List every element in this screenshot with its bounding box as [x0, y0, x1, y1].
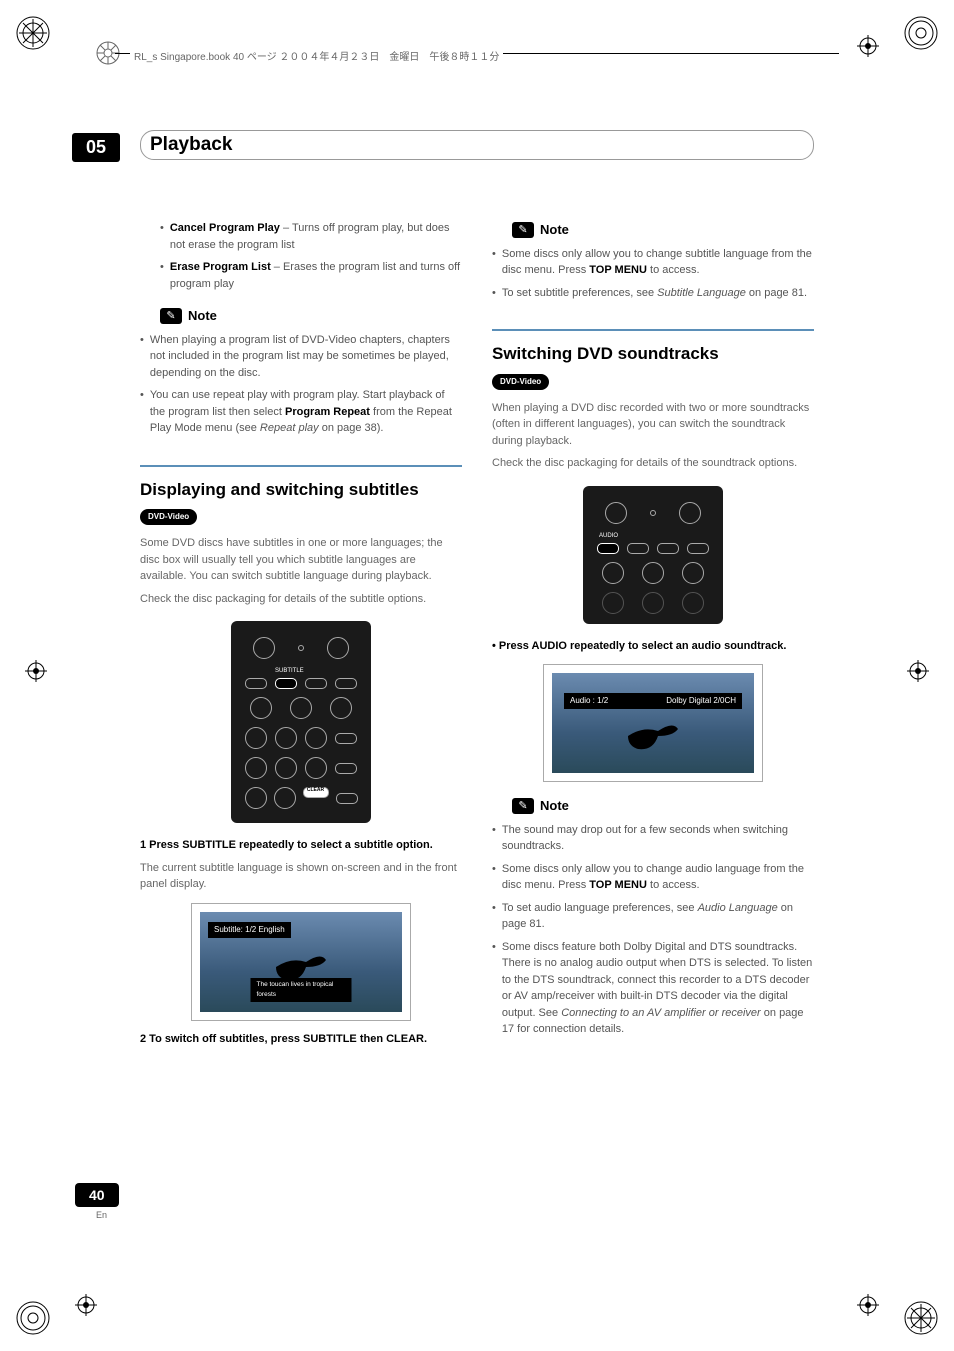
bullet-item: •Some discs only allow you to change aud…	[492, 861, 814, 894]
rosette-icon	[15, 1300, 51, 1336]
body-text: Check the disc packaging for details of …	[140, 591, 462, 608]
tv-band-audio: Audio : 1/2 Dolby Digital 2/0CH	[564, 693, 742, 709]
section-title-subtitles: Displaying and switching subtitles	[140, 477, 462, 503]
toucan-icon	[623, 721, 683, 761]
pencil-icon: ✎	[160, 308, 182, 324]
rosette-icon	[903, 15, 939, 51]
bullet-item: •You can use repeat play with program pl…	[140, 387, 462, 437]
tv-band-bottom: The toucan lives in tropical forests	[251, 978, 352, 1002]
tv-audio-right: Dolby Digital 2/0CH	[666, 695, 736, 707]
pencil-icon: ✎	[512, 798, 534, 814]
bullet-item: •Some discs only allow you to change sub…	[492, 246, 814, 279]
bullet-item: •The sound may drop out for a few second…	[492, 822, 814, 855]
page-title: Playback	[150, 134, 232, 156]
bullet-item: •To set audio language preferences, see …	[492, 900, 814, 933]
remote-subtitle-label: SUBTITLE	[275, 667, 361, 676]
register-icon	[907, 660, 929, 682]
tv-audio-left: Audio : 1/2	[570, 695, 608, 707]
bullet-item: •Erase Program List – Erases the program…	[160, 259, 462, 292]
remote-audio-label: AUDIO	[599, 532, 713, 541]
rosette-icon	[903, 1300, 939, 1336]
step-heading: 1 Press SUBTITLE repeatedly to select a …	[140, 837, 462, 854]
body-text: The current subtitle language is shown o…	[140, 860, 462, 893]
note-label: Note	[188, 306, 217, 326]
chapter-badge: 05	[72, 133, 120, 162]
rosette-icon	[15, 15, 51, 51]
tv-band-top: Subtitle: 1/2 English	[208, 922, 291, 938]
remote-clear-label: CLEAR	[303, 787, 329, 795]
register-icon	[75, 1294, 97, 1316]
bullet-item: •Some discs feature both Dolby Digital a…	[492, 939, 814, 1038]
bullet-item: •When playing a program list of DVD-Vide…	[140, 332, 462, 382]
register-icon	[857, 35, 879, 57]
register-icon	[25, 660, 47, 682]
page-number-badge: 40	[75, 1183, 119, 1207]
right-column: ✎ Note •Some discs only allow you to cha…	[492, 220, 814, 1053]
body-text: Check the disc packaging for details of …	[492, 455, 814, 472]
step-heading: 2 To switch off subtitles, press SUBTITL…	[140, 1031, 462, 1048]
tv-preview: Audio : 1/2 Dolby Digital 2/0CH	[543, 664, 763, 782]
note-label: Note	[540, 796, 569, 816]
dvd-video-badge: DVD-Video	[140, 509, 197, 525]
left-column: •Cancel Program Play – Turns off program…	[140, 220, 462, 1053]
section-title-soundtracks: Switching DVD soundtracks	[492, 341, 814, 367]
bullet-item: •To set subtitle preferences, see Subtit…	[492, 285, 814, 302]
section-rule	[492, 329, 814, 331]
bullet-item: •Cancel Program Play – Turns off program…	[160, 220, 462, 253]
pencil-icon: ✎	[512, 222, 534, 238]
dvd-video-badge: DVD-Video	[492, 374, 549, 390]
remote-diagram: SUBTITLE CLEAR	[231, 621, 371, 823]
tv-preview: Subtitle: 1/2 English The toucan lives i…	[191, 903, 411, 1021]
header-oval	[140, 130, 814, 160]
top-meta-text: RL_s Singapore.book 40 ページ ２００４年４月２３日 金曜…	[130, 48, 503, 63]
note-label: Note	[540, 220, 569, 240]
step-heading: • Press AUDIO repeatedly to select an au…	[492, 638, 814, 655]
section-rule	[140, 465, 462, 467]
body-text: When playing a DVD disc recorded with tw…	[492, 400, 814, 450]
remote-diagram: AUDIO	[583, 486, 723, 624]
body-text: Some DVD discs have subtitles in one or …	[140, 535, 462, 585]
page-lang: En	[96, 1210, 107, 1220]
register-icon	[857, 1294, 879, 1316]
